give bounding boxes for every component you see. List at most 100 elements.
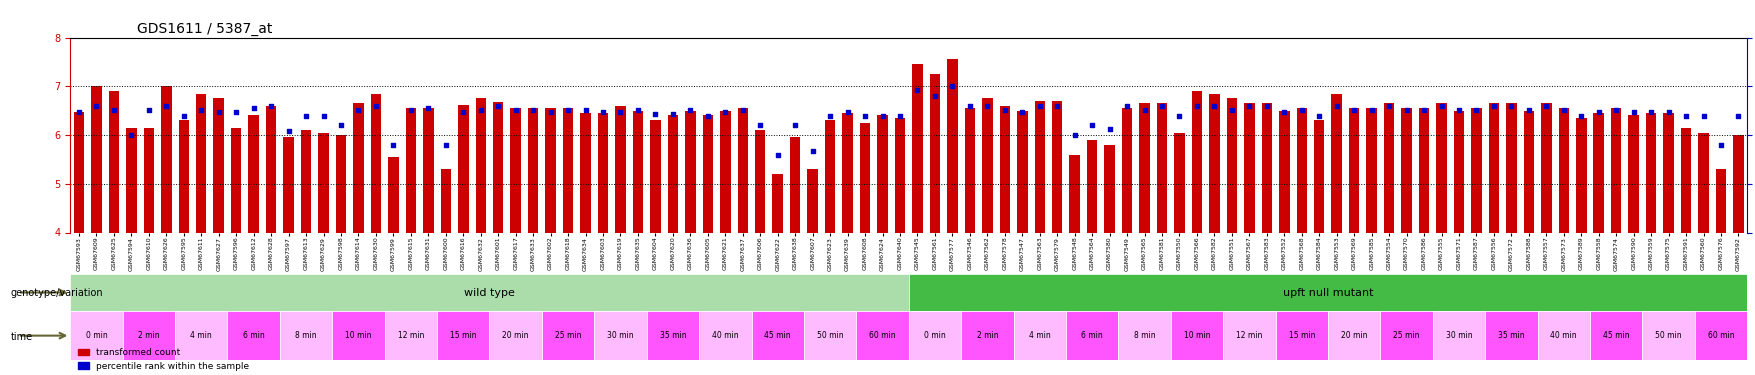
Text: 15 min: 15 min [449,331,476,340]
Point [1357,106,1385,112]
Text: 8 min: 8 min [295,331,316,340]
Bar [476,99,486,232]
Bar [1523,111,1534,232]
Point [1078,122,1106,128]
Bar [247,116,258,232]
Bar [318,133,328,232]
Bar [1069,154,1079,232]
Bar [197,94,207,232]
Point [1130,106,1158,112]
Point [1251,103,1279,109]
Bar [283,138,293,232]
Bar [999,106,1009,232]
Bar [737,108,748,232]
Point [1113,103,1141,109]
Text: 8 min: 8 min [1134,331,1155,340]
FancyBboxPatch shape [1274,311,1327,360]
Bar [842,113,853,232]
Text: 20 min: 20 min [1341,331,1367,340]
Bar [353,104,363,232]
Bar [179,120,190,232]
Point [537,109,565,115]
FancyBboxPatch shape [593,311,646,360]
Bar [144,128,154,232]
Text: time: time [11,333,33,342]
Point [153,103,181,109]
Text: 6 min: 6 min [242,331,265,340]
Bar [1506,104,1516,232]
Point [1532,103,1560,109]
FancyBboxPatch shape [1013,311,1065,360]
Point [1688,112,1716,118]
Bar [1348,108,1358,232]
Point [118,132,146,138]
Point [605,109,634,115]
Point [570,106,598,112]
Point [1339,106,1367,112]
Bar [981,99,992,232]
Point [781,122,809,128]
FancyBboxPatch shape [70,311,123,360]
Text: 6 min: 6 min [1081,331,1102,340]
Bar [1260,104,1271,232]
FancyBboxPatch shape [804,311,856,360]
Point [82,103,111,109]
Point [274,128,302,134]
Bar [1592,113,1602,232]
Bar [1558,108,1569,232]
Point [955,103,983,109]
Point [449,109,477,115]
FancyBboxPatch shape [909,274,1746,311]
FancyBboxPatch shape [646,311,698,360]
Point [1706,142,1734,148]
Bar [1227,99,1237,232]
Point [902,87,930,93]
FancyBboxPatch shape [1641,311,1694,360]
Text: 50 min: 50 min [1655,331,1681,340]
Point [1322,103,1350,109]
Bar [1104,145,1114,232]
Point [851,112,879,118]
Bar [1365,108,1376,232]
Point [799,148,827,154]
Point [484,103,512,109]
Point [1200,103,1228,109]
Text: 40 min: 40 min [711,331,739,340]
Point [555,106,583,112]
FancyBboxPatch shape [1223,311,1274,360]
Bar [878,116,888,232]
Text: 12 min: 12 min [1236,331,1262,340]
Bar [1139,104,1150,232]
Text: 45 min: 45 min [1602,331,1629,340]
Point [1550,106,1578,112]
Bar [772,174,783,232]
Bar [528,108,539,232]
Point [397,106,425,112]
Point [1042,103,1071,109]
Bar [632,111,642,232]
Bar [91,86,102,232]
FancyBboxPatch shape [1171,311,1223,360]
Bar [911,64,921,232]
Point [135,106,163,112]
Bar [1715,169,1725,232]
FancyBboxPatch shape [228,311,279,360]
FancyBboxPatch shape [176,311,228,360]
Point [362,103,390,109]
Text: 25 min: 25 min [1392,331,1420,340]
Bar [335,135,346,232]
FancyBboxPatch shape [542,311,593,360]
Point [728,106,756,112]
Bar [370,94,381,232]
Point [414,105,442,111]
Point [920,93,948,99]
Bar [579,113,590,232]
Point [1269,109,1297,115]
Text: genotype/variation: genotype/variation [11,288,104,297]
Point [188,106,216,112]
Point [676,106,704,112]
Text: 40 min: 40 min [1550,331,1576,340]
Bar [963,108,974,232]
Text: 10 min: 10 min [1183,331,1209,340]
Bar [1313,120,1323,232]
